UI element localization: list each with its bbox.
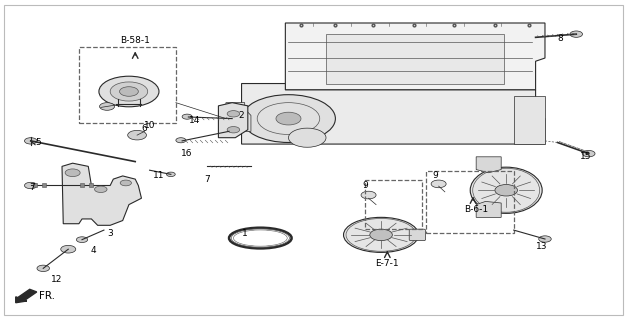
Polygon shape [218,103,248,138]
Text: 8: 8 [558,35,564,44]
Text: 6: 6 [142,124,147,132]
Circle shape [110,82,148,101]
Circle shape [65,169,80,177]
Circle shape [227,111,240,117]
Bar [366,180,422,229]
Text: 1: 1 [242,229,248,238]
Circle shape [182,114,192,119]
Circle shape [24,182,37,189]
Text: 12: 12 [51,275,63,284]
Circle shape [288,128,326,147]
Circle shape [495,185,517,196]
Circle shape [24,138,37,144]
Circle shape [99,76,159,107]
Text: B-6-1: B-6-1 [464,205,488,214]
Circle shape [361,191,376,199]
Text: 16: 16 [181,149,193,158]
Circle shape [120,87,139,96]
Text: 11: 11 [152,172,164,180]
Text: 3: 3 [107,229,113,238]
Ellipse shape [470,167,542,213]
Text: 13: 13 [536,242,547,251]
Text: 4: 4 [90,246,96,255]
Text: B-58-1: B-58-1 [120,36,150,45]
Circle shape [37,265,50,271]
FancyArrow shape [16,289,37,303]
Text: 5: 5 [35,138,41,147]
Text: 2: 2 [239,111,245,120]
Circle shape [227,126,240,133]
Polygon shape [285,23,545,90]
Bar [426,171,514,233]
Circle shape [276,112,301,125]
Circle shape [176,138,186,143]
Circle shape [582,150,595,157]
Circle shape [95,186,107,193]
Circle shape [167,172,175,177]
Polygon shape [514,96,545,144]
Circle shape [431,180,446,188]
Polygon shape [476,157,501,173]
Circle shape [100,103,115,110]
Circle shape [241,95,335,142]
Text: 15: 15 [580,152,591,161]
Circle shape [76,237,88,243]
Circle shape [570,31,582,37]
Text: 9: 9 [362,181,367,190]
Polygon shape [476,201,501,217]
Bar [326,34,504,84]
Text: 14: 14 [189,116,200,125]
Circle shape [120,180,132,186]
Text: 7: 7 [204,175,210,184]
Polygon shape [241,84,545,144]
Text: 7: 7 [29,183,35,192]
Polygon shape [62,163,142,225]
Bar [79,47,176,123]
Text: FR.: FR. [40,292,55,301]
Circle shape [128,130,147,140]
Circle shape [61,245,76,253]
Circle shape [539,236,551,242]
Ellipse shape [344,217,419,252]
FancyBboxPatch shape [409,229,426,241]
Text: 9: 9 [433,172,438,180]
Text: 10: 10 [144,121,155,131]
Polygon shape [226,103,251,131]
Circle shape [370,229,393,241]
Text: E-7-1: E-7-1 [376,259,399,268]
